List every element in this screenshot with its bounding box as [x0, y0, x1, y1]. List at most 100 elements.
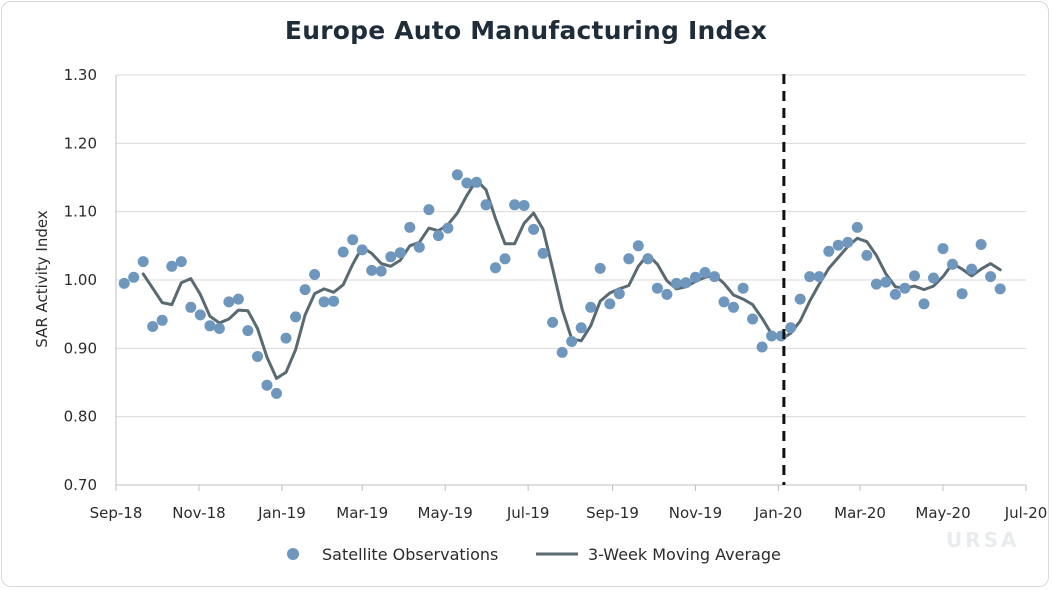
observation-point: [909, 270, 920, 282]
y-tick-label: 0.90: [64, 339, 97, 357]
observation-point: [309, 269, 321, 280]
observation-point: [709, 271, 720, 283]
observation-point: [528, 223, 540, 235]
observation-point: [175, 256, 187, 268]
observation-point: [899, 282, 911, 294]
observation-point: [299, 284, 311, 296]
observation-point: [690, 271, 701, 283]
observation-point: [870, 278, 882, 290]
observation-point: [423, 204, 435, 216]
observation-point: [566, 336, 578, 347]
observation-point: [842, 236, 854, 248]
observation-point: [547, 316, 559, 328]
y-axis-title: SAR Activity Index: [33, 210, 51, 348]
y-tick-labels: 0.70 0.80 0.90 1.00 1.10 1.20 1.30: [64, 66, 97, 494]
observation-point: [194, 309, 206, 321]
observation-point: [632, 240, 644, 252]
observation-point: [442, 222, 454, 234]
observation-point: [737, 282, 749, 294]
observation-point: [432, 230, 444, 242]
observation-point: [490, 262, 501, 274]
x-tick-label: Sep-19: [586, 504, 639, 522]
ursa-watermark-logo: URSA: [946, 528, 1020, 552]
observation-point: [813, 271, 825, 283]
observation-point: [985, 271, 997, 283]
x-tick-label: Mar-19: [336, 504, 388, 522]
x-tick-label: Jan-20: [754, 504, 803, 522]
observation-point: [223, 296, 235, 308]
x-tick-label: Sep-18: [90, 504, 143, 522]
observation-point: [252, 351, 263, 362]
y-tick-label: 1.20: [64, 134, 97, 152]
observation-point: [118, 277, 130, 289]
x-tick-label: Nov-19: [669, 504, 722, 522]
gridlines: [116, 74, 1026, 418]
observation-point: [471, 176, 482, 188]
observation-point: [728, 301, 739, 313]
observation-point: [242, 325, 254, 337]
observation-point: [918, 298, 930, 310]
observation-point: [480, 199, 492, 211]
observation-point: [451, 169, 463, 181]
observation-point: [375, 265, 387, 277]
observation-point: [766, 330, 778, 342]
observation-point: [204, 320, 216, 332]
x-tick-label: Jul-20: [1004, 504, 1048, 522]
observation-point: [670, 277, 682, 289]
observation-point: [328, 295, 340, 307]
y-tick-label: 0.70: [64, 476, 97, 494]
x-tick-label: Mar-20: [834, 504, 886, 522]
observation-point: [575, 322, 587, 334]
observation-point: [937, 243, 949, 255]
observation-point: [651, 282, 663, 294]
observation-point: [823, 245, 835, 257]
legend: Satellite Observations 3-Week Moving Ave…: [287, 545, 781, 564]
observation-point: [261, 379, 273, 391]
observation-point: [356, 244, 368, 256]
legend-label-moving-average: 3-Week Moving Average: [588, 545, 781, 564]
observation-point: [166, 260, 178, 272]
x-tick-label: Jul-19: [506, 504, 550, 522]
observation-point: [147, 321, 159, 332]
observation-point: [889, 288, 901, 300]
observation-point: [290, 311, 302, 323]
x-tick-label: Nov-18: [172, 504, 225, 522]
x-tick-labels: Sep-18 Nov-18 Jan-19 Mar-19 May-19 Jul-19 Sep-…: [90, 504, 1048, 522]
observation-point: [537, 247, 549, 259]
axes: [115, 75, 1027, 491]
observation-point: [461, 177, 473, 189]
observation-point: [185, 301, 197, 313]
observation-point: [509, 199, 521, 211]
observation-point: [680, 277, 692, 289]
observation-point: [747, 313, 759, 325]
observation-point: [994, 283, 1006, 295]
observation-point: [556, 346, 568, 358]
observation-point: [128, 271, 140, 283]
observation-point: [804, 271, 816, 283]
observation-point: [518, 200, 530, 211]
observation-point: [394, 247, 406, 259]
observation-point: [975, 239, 987, 250]
observation-point: [756, 341, 768, 353]
observation-point: [594, 262, 606, 274]
observation-point: [585, 301, 597, 313]
observation-point: [699, 267, 711, 278]
observation-point: [156, 314, 168, 326]
observation-point: [832, 239, 844, 251]
y-tick-label: 0.80: [64, 408, 97, 426]
chart-title: Europe Auto Manufacturing Index: [284, 16, 768, 45]
observation-point: [966, 263, 978, 275]
y-tick-label: 1.30: [64, 66, 97, 84]
observation-point: [718, 296, 730, 308]
observation-point: [271, 387, 282, 399]
observation-point: [785, 322, 797, 334]
observation-point: [280, 332, 292, 344]
observation-point: [604, 298, 616, 310]
observation-point: [956, 288, 968, 300]
observation-point: [337, 246, 349, 258]
x-tick-label: Jan-19: [257, 504, 306, 522]
legend-marker-satellite-observations: [287, 548, 299, 560]
observation-point: [232, 293, 244, 305]
observation-point: [861, 249, 873, 261]
